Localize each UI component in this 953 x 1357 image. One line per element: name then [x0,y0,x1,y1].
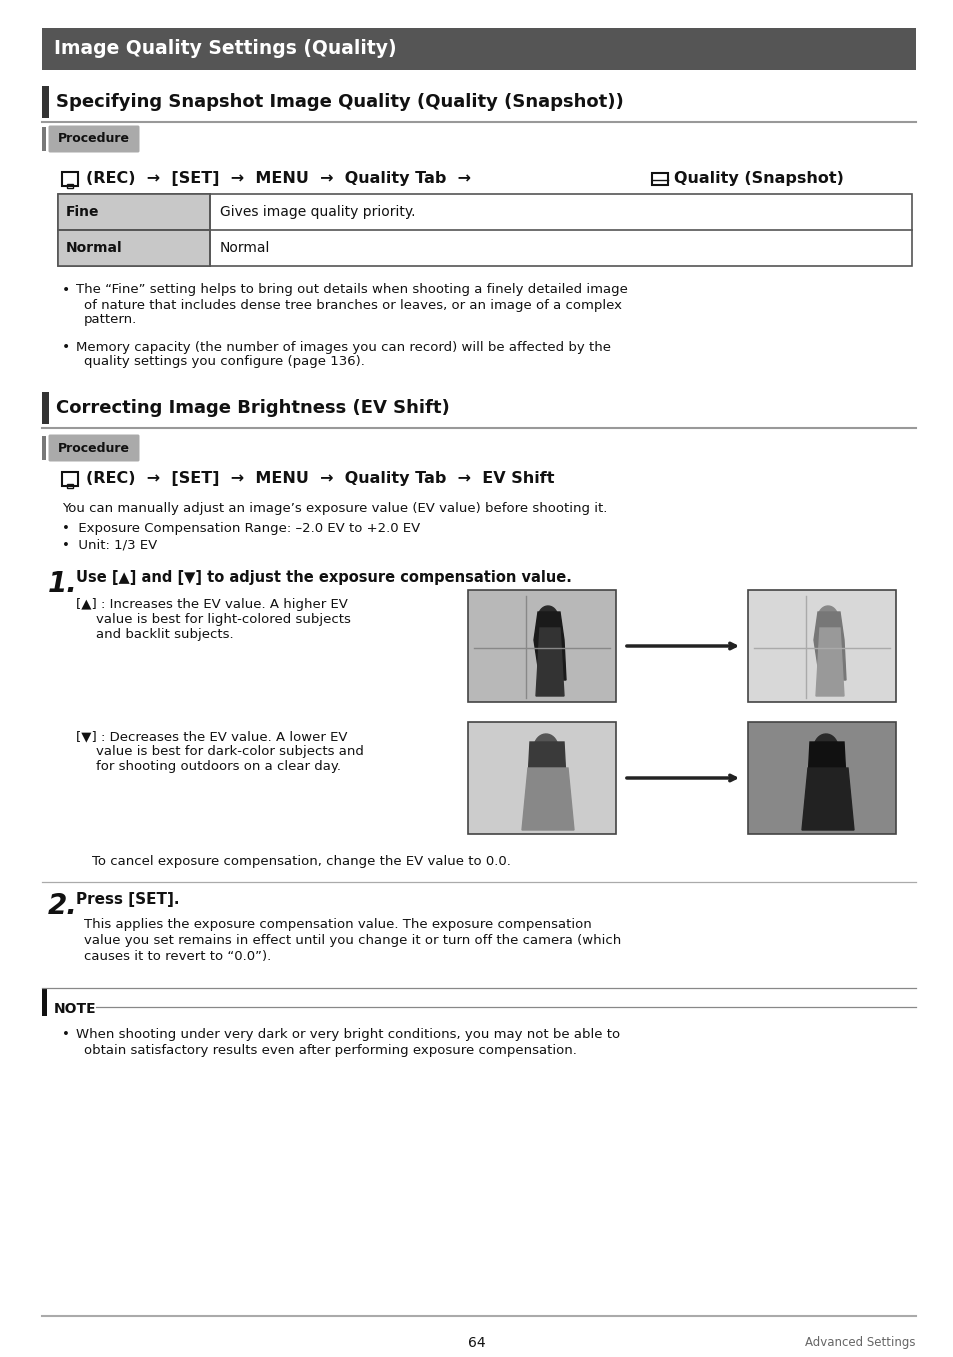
Text: pattern.: pattern. [84,313,137,327]
Text: value is best for dark-color subjects and: value is best for dark-color subjects an… [96,745,363,759]
Text: You can manually adjust an image’s exposure value (EV value) before shooting it.: You can manually adjust an image’s expos… [62,502,607,516]
Text: Normal: Normal [66,242,123,255]
Text: Specifying Snapshot Image Quality (Quality (Snapshot)): Specifying Snapshot Image Quality (Quali… [56,94,623,111]
Bar [58,194,911,266]
Text: This applies the exposure compensation value. The exposure compensation: This applies the exposure compensation v… [84,917,591,931]
Bar [58,229,210,266]
Bar [468,590,616,702]
Text: Use [▲] and [▼] to adjust the exposure compensation value.: Use [▲] and [▼] to adjust the exposure c… [76,570,571,585]
Text: Press [SET].: Press [SET]. [76,892,179,906]
Text: Normal: Normal [220,242,270,255]
Text: Quality (Snapshot): Quality (Snapshot) [673,171,843,186]
Text: •: • [62,341,71,354]
Bar [42,988,47,1016]
Text: [▲] : Increases the EV value. A higher EV: [▲] : Increases the EV value. A higher E… [76,598,348,611]
Text: Advanced Settings: Advanced Settings [804,1337,915,1349]
Polygon shape [817,607,837,630]
Text: (REC)  →  [SET]  →  MENU  →  Quality Tab  →: (REC) → [SET] → MENU → Quality Tab → [86,171,471,186]
Polygon shape [813,734,837,763]
Polygon shape [815,628,843,696]
Text: value is best for light-colored subjects: value is best for light-colored subjects [96,613,351,626]
Text: To cancel exposure compensation, change the EV value to 0.0.: To cancel exposure compensation, change … [91,855,511,868]
Bar [62,472,78,486]
Text: Procedure: Procedure [58,133,130,145]
Text: Memory capacity (the number of images you can record) will be affected by the: Memory capacity (the number of images yo… [76,341,610,354]
Bar [67,484,73,489]
Text: Image Quality Settings (Quality): Image Quality Settings (Quality) [54,39,396,58]
Text: and backlit subjects.: and backlit subjects. [96,628,233,641]
Text: [▼] : Decreases the EV value. A lower EV: [▼] : Decreases the EV value. A lower EV [76,730,347,744]
Text: The “Fine” setting helps to bring out details when shooting a finely detailed im: The “Fine” setting helps to bring out de… [76,284,627,296]
Text: •  Unit: 1/3 EV: • Unit: 1/3 EV [62,539,157,552]
Text: Procedure: Procedure [58,441,130,455]
Polygon shape [537,607,558,630]
FancyBboxPatch shape [49,434,139,461]
Bar [42,436,46,460]
Text: obtain satisfactory results even after performing exposure compensation.: obtain satisfactory results even after p… [84,1044,577,1057]
Bar [42,28,915,71]
Polygon shape [521,768,574,830]
Bar [62,172,78,186]
Bar [42,392,49,423]
Text: •: • [62,284,71,297]
Bar [42,85,49,118]
Text: (REC)  →  [SET]  →  MENU  →  Quality Tab  →  EV Shift: (REC) → [SET] → MENU → Quality Tab → EV … [86,471,554,487]
FancyBboxPatch shape [49,125,139,152]
Bar [747,590,895,702]
Polygon shape [813,612,845,680]
Polygon shape [801,768,853,830]
Text: Gives image quality priority.: Gives image quality priority. [220,205,416,218]
Bar [58,194,210,229]
Text: of nature that includes dense tree branches or leaves, or an image of a complex: of nature that includes dense tree branc… [84,299,621,312]
Text: NOTE: NOTE [54,1001,96,1016]
Bar [747,722,895,835]
Text: •: • [62,1029,70,1041]
Bar [468,722,616,835]
Text: •  Exposure Compensation Range: –2.0 EV to +2.0 EV: • Exposure Compensation Range: –2.0 EV t… [62,522,420,535]
Text: quality settings you configure (page 136).: quality settings you configure (page 136… [84,356,364,369]
Polygon shape [525,742,567,817]
Text: Correcting Image Brightness (EV Shift): Correcting Image Brightness (EV Shift) [56,399,449,417]
Text: causes it to revert to “0.0”).: causes it to revert to “0.0”). [84,950,271,963]
Text: Fine: Fine [66,205,99,218]
Text: value you set remains in effect until you change it or turn off the camera (whic: value you set remains in effect until yo… [84,934,620,947]
Polygon shape [534,734,558,763]
Bar [67,185,73,189]
Text: 2.: 2. [48,892,77,920]
Text: When shooting under very dark or very bright conditions, you may not be able to: When shooting under very dark or very br… [76,1029,619,1041]
Text: 1.: 1. [48,570,77,598]
Text: for shooting outdoors on a clear day.: for shooting outdoors on a clear day. [96,760,340,773]
Polygon shape [805,742,847,817]
Polygon shape [534,612,565,680]
Text: 64: 64 [468,1337,485,1350]
Polygon shape [536,628,563,696]
Bar [42,128,46,151]
Bar [651,172,667,185]
